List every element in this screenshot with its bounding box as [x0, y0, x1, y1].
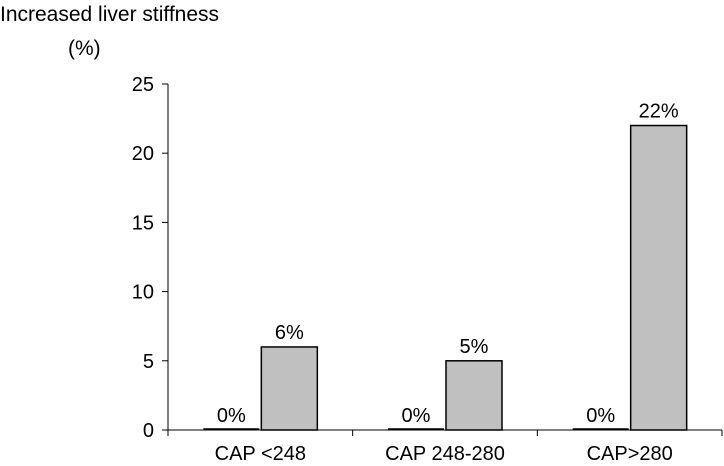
y-tick-label: 5 — [143, 351, 154, 373]
y-tick-label: 25 — [132, 74, 154, 96]
bar-value-label: 5% — [460, 336, 489, 358]
bar — [260, 346, 319, 431]
y-tick-label: 0 — [143, 420, 154, 442]
x-category-label: CAP 248-280 — [385, 443, 505, 465]
axes — [167, 84, 722, 431]
y-tick-label: 15 — [132, 212, 154, 234]
y-tick-label: 20 — [132, 143, 154, 165]
bar-value-label: 22% — [639, 101, 679, 123]
bar-value-label: 0% — [217, 405, 246, 427]
x-category-label: CAP>280 — [587, 443, 673, 465]
x-axis-categories: CAP <248 CAP 248-280 CAP>280 — [167, 430, 723, 465]
bar-value-label: 0% — [402, 405, 431, 427]
bar-value-labels: 0% 6% 0% 5% 0% 22% — [217, 101, 679, 427]
x-category-label: CAP <248 — [215, 443, 306, 465]
y-axis-label: (%) — [68, 37, 101, 60]
bar-value-label: 0% — [586, 405, 615, 427]
y-tick-label: 10 — [132, 282, 154, 304]
chart-title: Increased liver stiffness — [0, 3, 219, 26]
bars — [203, 124, 688, 431]
bar-value-label: 6% — [275, 322, 304, 344]
y-axis-ticks: 0 5 10 15 20 25 — [132, 74, 168, 442]
bar — [445, 360, 503, 431]
bar — [629, 124, 688, 431]
